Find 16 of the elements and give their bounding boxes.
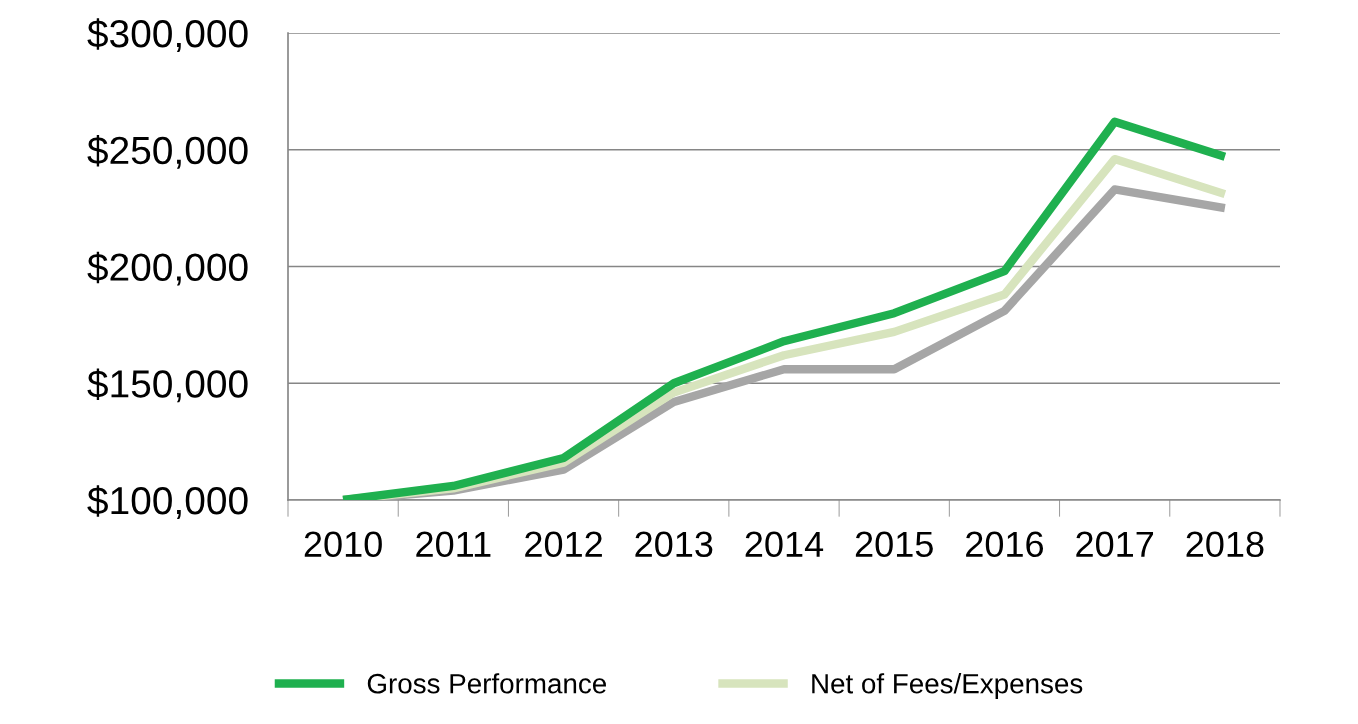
y-tick-label: $250,000 (87, 135, 248, 169)
x-tick-label: 2018 (1186, 531, 1264, 558)
x-tick-label: 2015 (855, 531, 933, 558)
x-tick-label: 2014 (745, 531, 824, 558)
legend-label: Net of Fees/Expenses (812, 673, 1083, 699)
y-tick-label: $200,000 (87, 251, 248, 286)
x-tick-label: 2010 (304, 531, 382, 558)
x-tick-label: 2016 (966, 531, 1044, 558)
x-tick-label: 2013 (635, 531, 713, 558)
legend-label: Gross Performance (367, 673, 606, 694)
x-tick-label: 2017 (1076, 531, 1154, 558)
y-tick-label: $100,000 (87, 485, 248, 520)
x-tick-label: 2012 (525, 531, 602, 558)
y-tick-label: $300,000 (87, 18, 248, 53)
y-tick-label: $150,000 (87, 368, 248, 403)
x-tick-label: 2011 (416, 531, 491, 558)
